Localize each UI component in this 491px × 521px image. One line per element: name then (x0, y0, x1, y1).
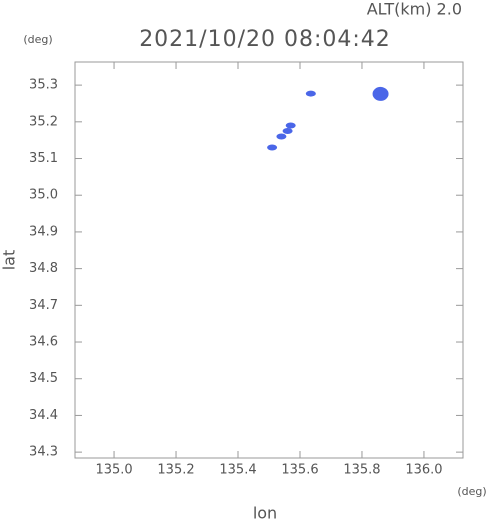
x-tick-label: 135.2 (157, 463, 194, 478)
echo-point (285, 122, 296, 129)
plot-frame (74, 61, 464, 459)
altitude: ALT(km) 2.0 (367, 0, 462, 19)
y-tick-label: 34.6 (29, 335, 58, 350)
echo-point (276, 133, 287, 140)
x-tick-label: 136.0 (405, 463, 442, 478)
y-tick-label: 35.1 (29, 151, 58, 166)
x-tick-label: 135.0 (95, 463, 132, 478)
x-tick-label: 135.6 (281, 463, 318, 478)
y-unit: (deg) (23, 33, 52, 46)
y-tick-label: 34.8 (29, 261, 58, 276)
y-tick-label: 35.0 (29, 188, 58, 203)
y-tick-label: 34.7 (29, 298, 58, 313)
echo-point (267, 144, 278, 151)
y-tick-label: 34.5 (29, 371, 58, 386)
x-unit: (deg) (457, 485, 486, 498)
chart-title: 2021/10/20 08:04:42 (139, 27, 391, 52)
x-tick-label: 135.4 (219, 463, 256, 478)
y-tick-label: 34.4 (29, 408, 58, 423)
x-tick-label: 135.8 (343, 463, 380, 478)
y-tick-label: 34.3 (29, 445, 58, 460)
echo-point (372, 86, 389, 101)
echo-point (282, 127, 293, 134)
y-tick-label: 35.2 (29, 114, 58, 129)
echo-point (305, 90, 316, 97)
y-axis-label: lat (0, 250, 19, 271)
y-tick-label: 34.9 (29, 224, 58, 239)
x-axis-label: lon (253, 504, 277, 521)
y-tick-label: 35.3 (29, 78, 58, 93)
